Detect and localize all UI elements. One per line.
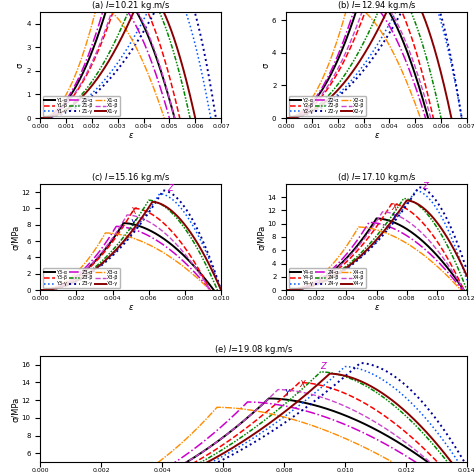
Y-axis label: σ/MPa: σ/MPa <box>11 224 20 250</box>
Y-axis label: σ: σ <box>16 62 25 68</box>
Text: X: X <box>299 380 305 389</box>
X-axis label: ε: ε <box>374 303 379 312</box>
Text: Z: Z <box>422 182 428 191</box>
Y-axis label: σ: σ <box>262 62 271 68</box>
Y-axis label: σ/MPa: σ/MPa <box>257 224 266 250</box>
Y-axis label: σ/MPa: σ/MPa <box>11 396 20 422</box>
Title: (a) $I$=10.21 kg.m/s: (a) $I$=10.21 kg.m/s <box>91 0 170 12</box>
X-axis label: ε: ε <box>128 303 133 312</box>
Text: Y: Y <box>392 213 397 222</box>
Text: Y: Y <box>131 219 136 228</box>
Legend: Y4-α, Y4-β, Y4-γ, Z4-α, Z4-β, Z4-γ, X4-α, X4-β, X4-γ: Y4-α, Y4-β, Y4-γ, Z4-α, Z4-β, Z4-γ, X4-α… <box>289 268 366 288</box>
Text: X: X <box>392 203 397 212</box>
Title: (e) $I$=19.08 kg.m/s: (e) $I$=19.08 kg.m/s <box>214 343 293 356</box>
Text: Z: Z <box>167 184 173 193</box>
Legend: Y3-α, Y3-β, Y3-γ, Z3-α, Z3-β, Z3-γ, X3-α, X3-β, X3-γ: Y3-α, Y3-β, Y3-γ, Z3-α, Z3-β, Z3-γ, X3-α… <box>43 268 120 288</box>
Title: (c) $I$=15.16 kg.m/s: (c) $I$=15.16 kg.m/s <box>91 171 170 184</box>
X-axis label: ε: ε <box>374 131 379 140</box>
Legend: Y1-α, Y1-β, Y1-γ, Z1-α, Z1-β, Z1-γ, X1-α, X1-β, X1-γ: Y1-α, Y1-β, Y1-γ, Z1-α, Z1-β, Z1-γ, X1-α… <box>43 96 120 116</box>
Text: X: X <box>131 207 137 216</box>
Text: Z: Z <box>320 362 327 371</box>
Title: (b) $I$=12.94 kg.m/s: (b) $I$=12.94 kg.m/s <box>337 0 417 12</box>
Title: (d) $I$=17.10 kg.m/s: (d) $I$=17.10 kg.m/s <box>337 171 417 184</box>
Text: Y: Y <box>284 389 289 398</box>
X-axis label: ε: ε <box>128 131 133 140</box>
Legend: Y2-α, Y2-β, Y2-γ, Z2-α, Z2-β, Z2-γ, X2-α, X2-β, X2-γ: Y2-α, Y2-β, Y2-γ, Z2-α, Z2-β, Z2-γ, X2-α… <box>289 96 366 116</box>
